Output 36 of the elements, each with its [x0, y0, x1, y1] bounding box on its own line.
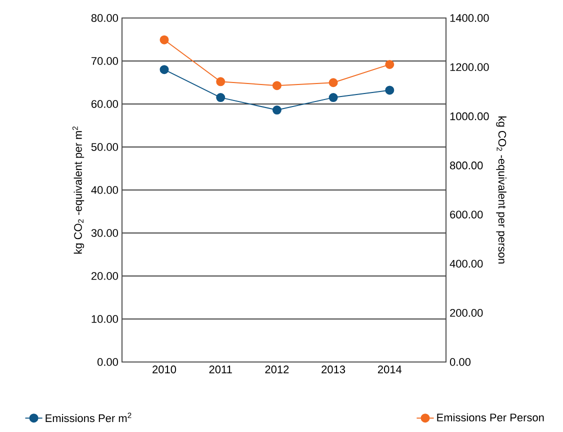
x-tick-label: 2011: [209, 366, 232, 374]
y-tick-label: 30.00: [91, 229, 118, 237]
y-tick-label: 80.00: [91, 14, 118, 22]
point: [160, 65, 169, 74]
point: [272, 81, 282, 90]
y-tick-label: 40.00: [91, 186, 118, 194]
x-tick-label: 2013: [322, 366, 346, 374]
y2-axis-title: kg CO$_{2}$ -equivalent per person: [496, 116, 506, 264]
y2-tick-label: 1200.00: [450, 63, 489, 72]
point: [385, 86, 394, 95]
y-tick-label: 10.00: [92, 315, 118, 323]
x-tick-label: 2010: [152, 366, 176, 374]
point: [160, 35, 169, 44]
y-tick-label: 50.00: [91, 143, 118, 151]
y2-tick-label: 1400.00: [450, 14, 489, 22]
y2-tick-label: 800.00: [450, 162, 483, 170]
y2-tick-label: 400.00: [450, 260, 483, 268]
point: [272, 106, 282, 115]
y-axis-title: kg CO$_{2}$ -equivalent per m$^{2}$: [72, 126, 84, 254]
point: [216, 93, 226, 102]
y-tick-label: 0.00: [97, 358, 118, 366]
point: [328, 78, 338, 88]
legend-label: Emissions Per Person: [437, 413, 544, 422]
point: [385, 60, 394, 69]
legend-label: Emissions Per m$^{2}$: [46, 412, 132, 422]
point: [216, 77, 226, 86]
x-tick-label: 2014: [378, 366, 402, 374]
y-tick-label: 20.00: [91, 272, 118, 280]
point: [328, 93, 338, 102]
x-tick-label: 2012: [265, 366, 289, 374]
y2-tick-label: 1000.00: [450, 112, 489, 120]
y-tick-label: 70.00: [92, 57, 118, 65]
y2-tick-label: 200.00: [450, 308, 483, 317]
y2-tick-label: 0.00: [450, 358, 470, 366]
y-tick-label: 60.00: [92, 100, 118, 108]
y2-tick-label: 600.00: [450, 210, 483, 218]
